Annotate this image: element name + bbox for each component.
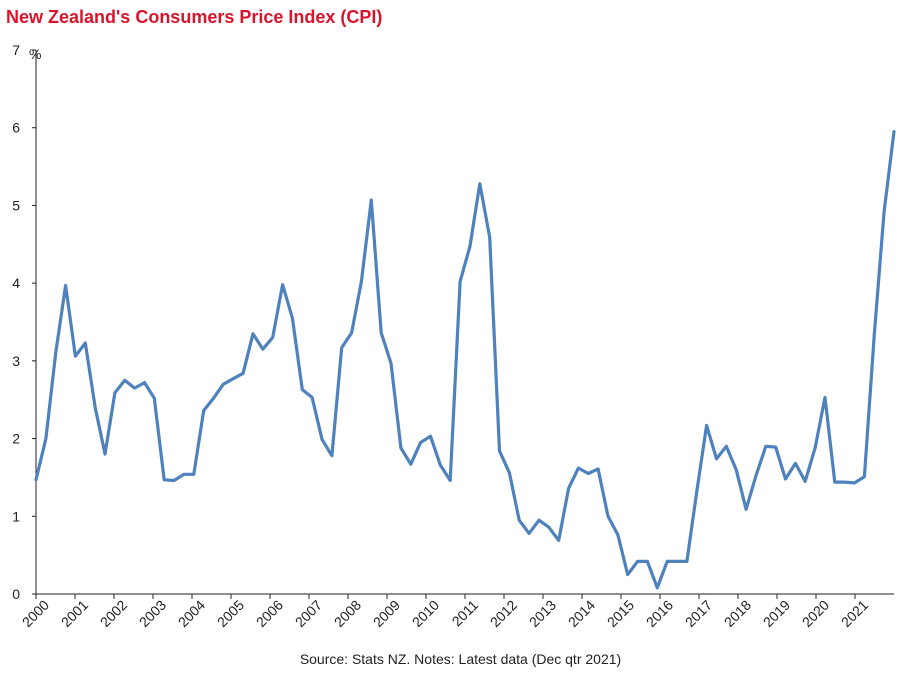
x-tick-label: 2000 — [19, 597, 52, 630]
x-tick-label: 2005 — [214, 597, 247, 630]
x-tick-label: 2016 — [643, 597, 676, 630]
y-tick-label: 1 — [12, 508, 20, 524]
y-tick-label: 2 — [12, 431, 20, 447]
x-tick-label: 2003 — [136, 597, 169, 630]
y-tick-label: 4 — [12, 275, 20, 291]
y-tick-label: 6 — [12, 120, 20, 136]
x-tick-label: 2017 — [682, 597, 715, 630]
x-axis-ticks: 2000 2001 2002 2003 2004 2005 2006 2007 2008 2009… — [19, 594, 871, 630]
chart-title: New Zealand's Consumers Price Index (CPI… — [6, 7, 383, 27]
x-tick-label: 2018 — [721, 597, 754, 630]
x-tick-label: 2015 — [604, 597, 637, 630]
x-tick-label: 2006 — [253, 597, 286, 630]
x-tick-label: 2012 — [487, 597, 520, 630]
x-tick-label: 2002 — [97, 597, 130, 630]
series-layer — [34, 130, 896, 590]
x-tick-label: 2011 — [449, 597, 482, 630]
y-tick-label: 5 — [12, 197, 20, 213]
cpi-series-line — [34, 130, 896, 590]
x-tick-label: 2010 — [409, 597, 442, 630]
x-tick-label: 2014 — [565, 597, 598, 630]
x-tick-label: 2020 — [799, 597, 832, 630]
x-tick-label: 2001 — [58, 597, 91, 630]
x-tick-label: 2009 — [370, 597, 403, 630]
axes — [35, 50, 894, 595]
y-tick-label: 7 — [12, 42, 20, 58]
x-tick-label: 2013 — [526, 597, 559, 630]
source-note: Source: Stats NZ. Notes: Latest data (De… — [299, 651, 622, 667]
x-tick-label: 2008 — [331, 597, 364, 630]
y-axis-unit: % — [29, 46, 41, 62]
y-tick-label: 0 — [12, 586, 20, 602]
y-tick-label: 3 — [12, 353, 20, 369]
x-tick-label: 2019 — [760, 597, 793, 630]
x-tick-label: 2004 — [175, 597, 208, 630]
x-tick-label: 2007 — [292, 597, 325, 630]
y-axis-ticks: 0 1 2 3 4 5 6 7% — [12, 42, 41, 602]
x-tick-label: 2021 — [838, 597, 871, 630]
